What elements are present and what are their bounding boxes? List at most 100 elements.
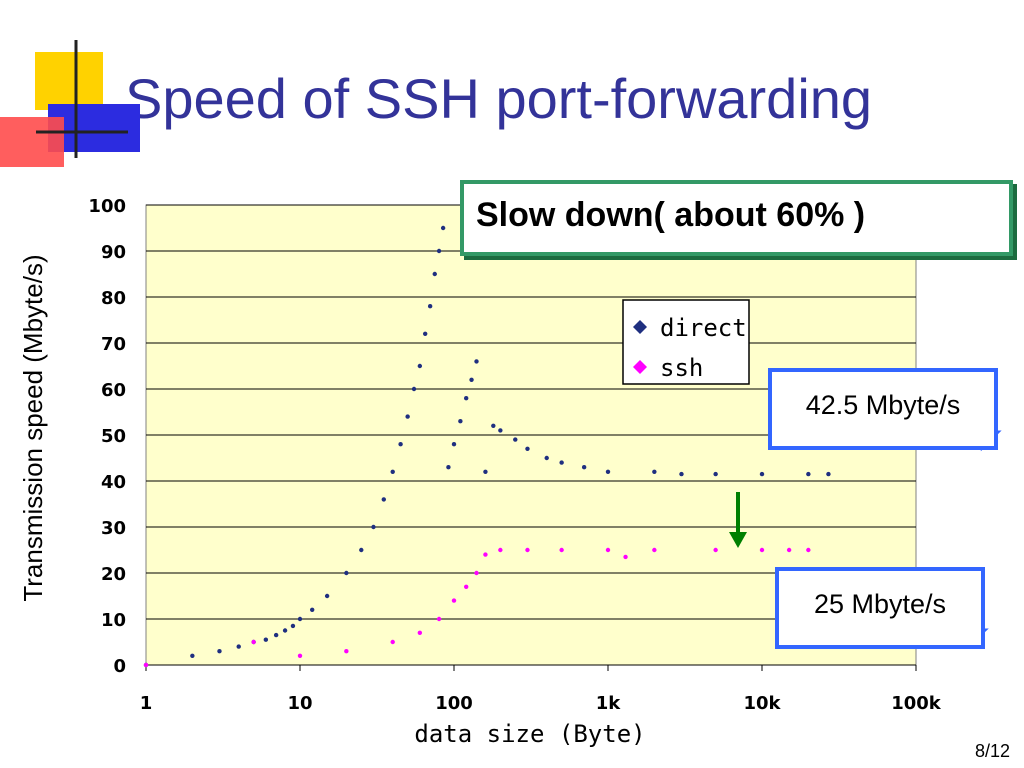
data-point-ssh: [623, 554, 628, 560]
data-point-direct: [483, 469, 488, 474]
legend: direct ssh: [622, 299, 750, 385]
data-point-ssh: [713, 547, 718, 553]
data-point-direct: [474, 359, 479, 364]
data-point-direct: [446, 465, 451, 470]
data-point-direct: [411, 386, 417, 392]
y-tick-label: 20: [101, 564, 126, 585]
data-point-direct: [544, 455, 549, 461]
data-point-direct: [236, 644, 241, 649]
x-tick-label: 1k: [596, 693, 622, 714]
data-point-direct: [422, 331, 428, 336]
legend-marker-ssh: [633, 360, 647, 374]
legend-label-direct: direct: [660, 314, 747, 342]
ssh-speed-callout: 25 Mbyte/s: [775, 567, 985, 649]
data-point-direct: [525, 446, 530, 451]
slowdown-arrow: [729, 492, 747, 548]
data-point-ssh: [806, 547, 811, 553]
data-point-ssh: [605, 547, 611, 553]
data-point-direct: [759, 471, 765, 477]
data-point-direct: [605, 469, 611, 474]
data-point-direct: [806, 471, 811, 477]
data-point-ssh: [251, 639, 256, 645]
data-point-direct: [436, 248, 442, 254]
y-axis-label: Transmission speed (Mbyte/s): [18, 254, 48, 602]
data-point-ssh: [474, 570, 479, 576]
x-tick-label: 1: [140, 693, 153, 714]
slowdown-annotation: Slow down( about 60% ): [460, 180, 1013, 256]
y-tick-label: 60: [101, 380, 126, 401]
data-point-direct: [679, 471, 684, 477]
y-axis-ticks: 0 10 20 30 40 50 60 70 80 90 100: [88, 196, 126, 677]
y-tick-label: 0: [113, 656, 126, 677]
data-point-ssh: [483, 552, 488, 557]
legend-marker-direct: [633, 320, 647, 334]
data-point-direct: [469, 377, 474, 382]
data-point-ssh: [652, 547, 657, 553]
data-point-ssh: [559, 547, 564, 553]
data-point-direct: [498, 428, 503, 433]
data-point-direct: [491, 423, 496, 428]
data-point-direct: [371, 524, 376, 530]
x-tick-label: 10k: [743, 693, 781, 714]
data-point-ssh: [436, 616, 442, 622]
y-tick-label: 50: [101, 426, 126, 447]
data-point-ssh: [786, 547, 792, 553]
data-point-direct: [309, 607, 315, 612]
series-direct: [143, 225, 831, 668]
y-tick-label: 90: [101, 242, 126, 263]
data-point-direct: [463, 396, 469, 401]
x-axis-ticks: 1 10 100 1k 10k 100k: [140, 665, 942, 714]
data-point-direct: [398, 442, 403, 447]
data-point-ssh: [498, 547, 503, 553]
data-point-direct: [344, 570, 349, 576]
data-point-direct: [359, 547, 364, 553]
data-point-direct: [273, 632, 279, 638]
data-point-ssh: [759, 547, 765, 553]
x-axis-label: data size (Byte): [414, 720, 646, 748]
data-point-direct: [405, 414, 410, 419]
x-tick-label: 100k: [891, 693, 942, 714]
data-point-direct: [451, 442, 457, 447]
data-point-direct: [440, 225, 446, 231]
data-point-direct: [297, 616, 303, 622]
data-point-direct: [713, 471, 718, 477]
y-tick-label: 40: [101, 472, 126, 493]
data-point-ssh: [344, 649, 349, 654]
corner-decoration: [0, 40, 140, 167]
data-point-direct: [417, 363, 423, 369]
data-point-direct: [390, 469, 395, 474]
data-point-direct: [217, 649, 222, 654]
y-tick-label: 80: [101, 288, 126, 309]
y-tick-label: 70: [101, 334, 126, 355]
data-point-ssh: [451, 598, 457, 603]
data-point-direct: [826, 471, 831, 477]
data-point-direct: [458, 419, 463, 424]
data-point-direct: [324, 593, 330, 599]
data-point-direct: [263, 637, 269, 642]
data-point-direct: [513, 437, 518, 442]
data-point-direct: [190, 653, 195, 658]
data-point-direct: [427, 304, 433, 309]
data-point-ssh: [143, 662, 149, 668]
data-point-ssh: [390, 639, 395, 645]
x-tick-label: 10: [287, 693, 312, 714]
y-tick-label: 30: [101, 518, 126, 539]
x-tick-label: 100: [435, 693, 473, 714]
legend-label-ssh: ssh: [660, 354, 703, 382]
data-point-direct: [381, 497, 386, 502]
page-number: 8/12: [974, 741, 1010, 761]
data-point-direct: [282, 628, 288, 633]
data-point-ssh: [525, 547, 530, 553]
y-tick-label: 10: [101, 610, 126, 631]
slide-title: Speed of SSH port-forwarding: [125, 67, 873, 130]
y-tick-label: 100: [88, 196, 126, 217]
data-point-direct: [652, 469, 657, 474]
data-point-direct: [581, 465, 587, 470]
data-point-direct: [432, 271, 437, 277]
data-point-ssh: [417, 630, 423, 635]
series-ssh: [143, 547, 811, 668]
direct-speed-callout: 42.5 Mbyte/s: [768, 368, 998, 450]
data-point-direct: [559, 460, 564, 465]
data-point-ssh: [297, 653, 303, 658]
data-point-direct: [290, 623, 296, 629]
